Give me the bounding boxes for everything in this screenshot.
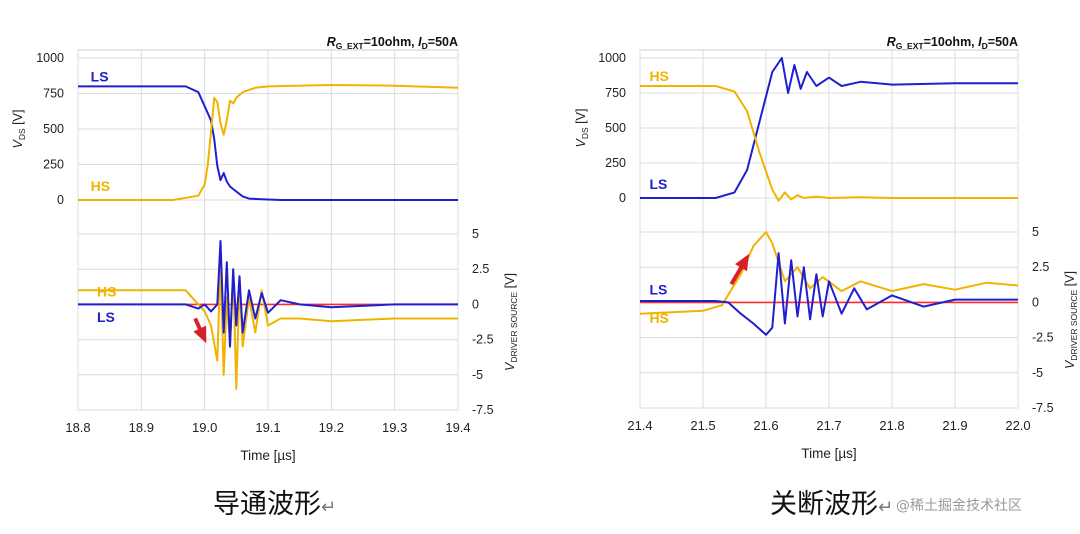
turn-off-lower-y-tick-label: -7.5 [1032,401,1054,415]
turn-on-upper-series-ls [78,85,458,201]
turn-off-x-axis-label: Time [µs] [801,446,856,461]
turn-off-lower-label-hs: HS [649,310,668,326]
turn-on-lower-y-axis-label: VDRIVER SOURCE [V] [503,273,519,371]
turn-off-x-tick-label: 21.4 [627,418,652,433]
turn-off-upper-series-hs [640,85,1018,202]
turn-off-lower-y-tick-label: 0 [1032,295,1039,309]
turn-on-x-axis-label: Time [µs] [240,448,295,463]
turn-on-upper-series-hs [78,84,459,201]
turn-on-x-tick-label: 19.3 [382,420,407,435]
watermark: @稀土掘金技术社区 [896,498,1022,514]
turn-off-upper-y-tick-label: 750 [605,86,626,100]
turn-on-x-tick-label: 19.0 [192,420,217,435]
turn-on-lower-y-tick-label: -2.5 [472,333,494,347]
turn-off-x-tick-label: 21.9 [942,418,967,433]
turn-on-x-tick-label: 19.4 [445,420,470,435]
turn-on-x-tick-label: 19.2 [319,420,344,435]
turn-on-lower-y-tick-label: -5 [472,368,483,382]
turn-on-upper-y-tick-label: 250 [43,158,64,172]
turn-off-upper-y-axis-label: VDS [V] [574,109,590,148]
turn-on-upper-y-tick-label: 500 [43,122,64,136]
turn-on-upper-y-tick-label: 0 [57,193,64,207]
turn-on-arrow-head [193,325,207,344]
turn-off-upper-y-tick-label: 1000 [598,51,626,65]
turn-on-lower-series-hs [78,261,458,390]
turn-on-lower-series-ls [78,240,458,348]
turn-on-x-tick-label: 18.8 [65,420,90,435]
turn-off-lower-label-ls: LS [649,282,667,298]
turn-on-x-tick-label: 19.1 [255,420,280,435]
turn-off-upper-label-ls: LS [649,176,667,192]
turn-on-lower-y-tick-label: 5 [472,227,479,241]
turn-on-upper-y-tick-label: 1000 [36,51,64,65]
turn-on-lower-label-hs: HS [97,284,116,300]
turn-off-upper-label-hs: HS [649,68,668,84]
turn-on-upper-y-tick-label: 750 [43,87,64,101]
turn-off-lower-y-tick-label: -2.5 [1032,331,1054,345]
turn-off-condition-label: RG_EXT=10ohm, ID=50A [887,35,1018,51]
turn-off-lower-series-hs [639,231,1019,315]
turn-off-x-tick-label: 21.7 [816,418,841,433]
turn-on-lower-y-tick-label: 0 [472,297,479,311]
turn-on-upper-label-hs: HS [91,178,110,194]
turn-off-caption: 关断波形↵ [770,489,894,520]
turn-on-lower-y-tick-label: -7.5 [472,403,494,417]
turn-off-lower-series-ls [640,252,1018,336]
turn-off-lower-y-axis-label: VDRIVER SOURCE [V] [1063,271,1079,369]
turn-off-lower-y-tick-label: 5 [1032,225,1039,239]
turn-on-condition-label: RG_EXT=10ohm, ID=50A [327,35,458,51]
turn-off-x-tick-label: 21.6 [753,418,778,433]
turn-off-x-tick-label: 21.5 [690,418,715,433]
turn-off-upper-series-ls [640,57,1018,199]
turn-off-lower-y-tick-label: 2.5 [1032,260,1049,274]
turn-off-lower-y-tick-label: -5 [1032,366,1043,380]
turn-on-x-tick-label: 18.9 [129,420,154,435]
turn-on-caption: 导通波形↵ [213,489,337,520]
turn-off-upper-y-tick-label: 250 [605,156,626,170]
turn-on-lower-label-ls: LS [97,309,115,325]
turn-off-x-tick-label: 22.0 [1005,418,1030,433]
turn-off-upper-y-tick-label: 500 [605,121,626,135]
turn-off-upper-y-tick-label: 0 [619,191,626,205]
turn-off-x-tick-label: 21.8 [879,418,904,433]
turn-on-upper-label-ls: LS [91,68,109,84]
turn-on-upper-y-axis-label: VDS [V] [11,110,27,149]
turn-off-arrow-head [735,253,750,272]
turn-on-lower-y-tick-label: 2.5 [472,262,489,276]
